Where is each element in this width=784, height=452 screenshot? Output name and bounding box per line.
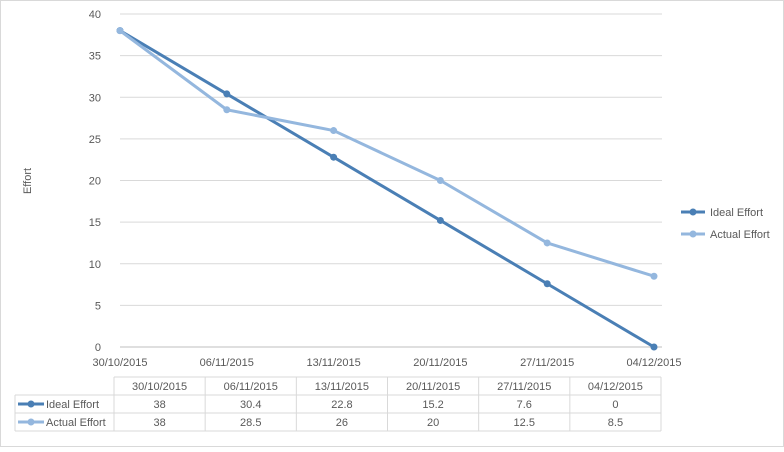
x-axis-ticks: 30/10/2015 06/11/2015 13/11/2015 20/11/2015… [92,357,681,369]
data-point [330,153,338,161]
data-point [543,239,551,247]
table-cell: 7.6 [517,399,532,411]
table-cell: 28.5 [240,417,261,429]
table-header-cell: 04/12/2015 [588,381,643,393]
y-tick-label: 25 [89,134,101,146]
data-table: 30/10/2015 06/11/2015 13/11/2015 20/11/2015… [14,376,662,432]
legend-marker [689,230,697,238]
y-tick-label: 20 [89,176,101,188]
x-tick-label: 20/11/2015 [413,357,467,369]
x-tick-label: 30/10/2015 [92,357,147,369]
y-axis-ticks: 0 5 10 15 20 25 30 35 40 [89,9,101,354]
table-cell: 0 [612,399,618,411]
table-header-cell: 13/11/2015 [315,381,369,393]
table-row-label: Ideal Effort [46,399,99,411]
legend-label: Ideal Effort [710,207,763,219]
x-tick-label: 27/11/2015 [520,357,574,369]
y-axis-label: Effort [22,168,34,194]
table-cell: 30.4 [240,399,261,411]
table-header-cell: 06/11/2015 [224,381,278,393]
data-point [650,343,658,351]
table-header-cell: 30/10/2015 [132,381,187,393]
y-tick-label: 5 [95,300,101,312]
series-line-1 [118,29,656,349]
series-line-2 [118,29,656,278]
table-cell: 15.2 [422,399,443,411]
table-row-label: Actual Effort [46,417,106,429]
table-legend-marker [27,418,35,426]
legend: Ideal Effort Actual Effort [681,207,770,241]
legend-label: Actual Effort [710,229,770,241]
x-tick-label: 13/11/2015 [306,357,360,369]
y-tick-label: 15 [89,217,101,229]
data-point [436,177,444,184]
x-tick-label: 04/12/2015 [626,357,681,369]
y-tick-label: 35 [89,51,101,63]
y-tick-label: 0 [95,342,101,354]
table-cell: 8.5 [608,417,623,429]
table-header-cell: 20/11/2015 [406,381,460,393]
data-point [650,272,658,280]
data-point [116,27,124,35]
y-tick-label: 10 [89,259,101,271]
data-point [223,106,231,114]
table-cell: 12.5 [514,417,535,429]
legend-marker [689,208,697,216]
y-tick-label: 30 [89,92,101,104]
data-point [330,127,338,135]
series-lines [116,27,658,351]
data-point [543,280,551,288]
table-cell: 38 [153,417,165,429]
y-tick-label: 40 [89,9,101,21]
table-cell: 22.8 [331,399,352,411]
data-point [223,90,231,98]
table-cell: 38 [153,399,165,411]
table-legend-marker [27,400,35,408]
table-cell: 26 [336,417,348,429]
table-header-cell: 27/11/2015 [497,381,551,393]
data-point [436,216,444,224]
table-cell: 20 [427,417,439,429]
x-tick-label: 06/11/2015 [200,357,254,369]
